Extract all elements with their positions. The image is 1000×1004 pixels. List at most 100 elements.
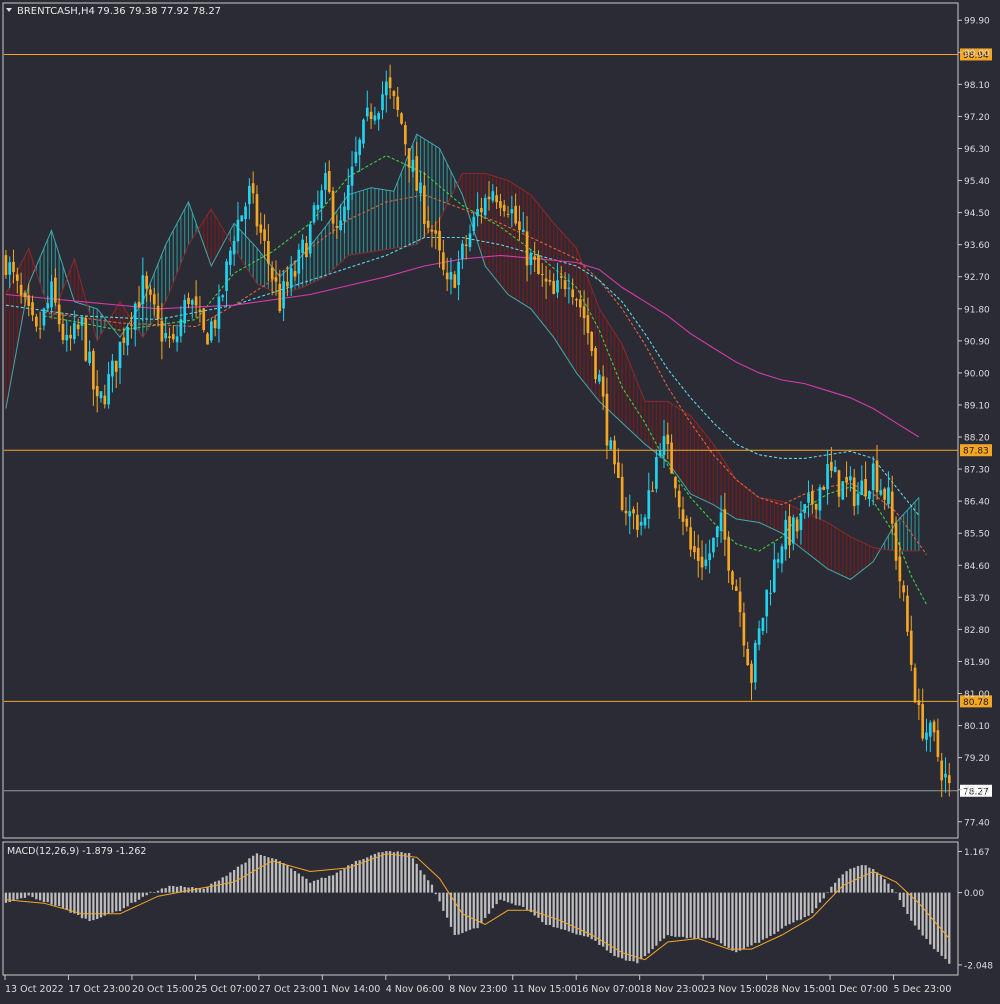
macd-histogram-bar <box>879 875 882 893</box>
candle-bear <box>293 271 297 277</box>
candle-bear <box>392 91 396 97</box>
candle-bear <box>278 283 282 312</box>
candle-bear <box>594 348 597 380</box>
dropdown-triangle-icon[interactable] <box>6 8 12 12</box>
candle-bear <box>95 385 99 397</box>
macd-histogram-bar <box>518 892 521 906</box>
candle-bull <box>472 216 476 231</box>
macd-histogram-bar <box>849 868 852 893</box>
macd-histogram-bar <box>168 885 171 893</box>
candlesticks[interactable] <box>4 64 951 798</box>
candle-bull <box>236 219 240 242</box>
candle-bear <box>514 205 517 224</box>
candle-bull <box>354 151 358 164</box>
macd-histogram-bar <box>746 892 749 947</box>
macd-histogram-bar <box>678 892 681 937</box>
macd-histogram-bar <box>605 892 609 951</box>
candle-bull <box>118 341 122 369</box>
y-tick-label: 81.90 <box>964 658 990 668</box>
candle-bull <box>190 300 194 305</box>
candle-bear <box>171 334 175 340</box>
candle-bull <box>183 299 187 324</box>
candle-bear <box>674 477 677 489</box>
candle-bear <box>495 195 498 203</box>
macd-signal-line <box>5 853 950 961</box>
y-tick-label: 99.90 <box>964 17 990 27</box>
x-tick-label: 25 Oct 07:00 <box>195 984 257 995</box>
candle-bull <box>719 512 723 532</box>
x-tick-label: 23 Nov 15:00 <box>703 984 767 995</box>
candle-bear <box>696 547 700 561</box>
macd-histogram-bar <box>77 892 80 916</box>
macd-histogram-bar <box>503 892 506 901</box>
macd-histogram-bar <box>369 855 373 893</box>
main-pane-frame <box>2 2 959 839</box>
macd-histogram-bar <box>221 877 224 893</box>
macd-histogram-bar <box>742 892 746 950</box>
macd-histogram-bar <box>35 892 38 900</box>
macd-histogram-bar <box>297 873 300 893</box>
macd-histogram-bar <box>613 892 616 957</box>
time-axis: 13 Oct 2022 17 Oct 23:00 20 Oct 15:00 25 Oc… <box>4 975 951 995</box>
y-tick-label: 90.00 <box>964 369 990 379</box>
candle-bear <box>19 284 23 296</box>
candle-bear <box>518 221 521 231</box>
macd-histogram-bar <box>472 892 475 929</box>
macd-histogram-bar <box>274 859 278 893</box>
candle-bear <box>35 316 38 327</box>
candle-bull <box>761 617 765 632</box>
macd-histogram-bar <box>328 875 331 893</box>
macd-histogram-bar <box>411 858 415 893</box>
candle-bear <box>795 519 799 532</box>
macd-histogram-bar <box>525 892 529 910</box>
chart-ohlc: 79.36 79.38 77.92 78.27 <box>97 6 221 17</box>
candle-bull <box>384 81 388 96</box>
macd-title: MACD(12,26,9) -1.879 -1.262 <box>7 846 146 857</box>
macd-histogram-bar <box>434 892 437 895</box>
macd-histogram-bar <box>716 892 719 941</box>
macd-histogram-bar <box>141 892 144 897</box>
macd-histogram-bar <box>818 892 822 903</box>
macd-histogram-bar <box>552 892 555 928</box>
macd-histogram-bar <box>567 892 571 932</box>
candle-bear <box>438 230 441 251</box>
candle-bull <box>780 546 784 564</box>
candle-bear <box>407 148 411 168</box>
candle-bear <box>700 556 704 568</box>
candle-bull <box>765 589 769 617</box>
macd-histogram-bar <box>331 875 335 893</box>
candle-bull <box>944 773 947 778</box>
candle-bull <box>826 463 829 490</box>
ma-slow-line <box>5 254 920 438</box>
macd-histogram-bar <box>8 892 11 903</box>
candle-bear <box>145 275 148 289</box>
x-tick-label: 28 Nov 15:00 <box>767 984 831 995</box>
macd-histogram-bar <box>948 892 951 964</box>
macd-histogram-bar <box>647 892 650 954</box>
macd-histogram-bar <box>811 892 814 914</box>
candle-bull <box>308 224 312 254</box>
senkou-span-b <box>5 172 919 552</box>
macd-histogram-bar <box>377 852 380 893</box>
macd-histogram-bar <box>27 892 30 896</box>
candle-bear <box>936 730 940 757</box>
macd-histogram-bar <box>708 892 711 938</box>
macd-histogram-bar <box>194 887 198 893</box>
level-label-box-1 <box>960 48 992 61</box>
macd-histogram-bar <box>495 892 498 905</box>
price-levels[interactable]: 98.94 87.83 80.78 78.27 <box>4 48 992 797</box>
candle-bear <box>693 546 696 553</box>
ma-fast-line <box>43 154 927 605</box>
candle-bear <box>586 315 590 334</box>
candle-bull <box>769 592 772 594</box>
macd-histogram-bar <box>362 859 365 893</box>
level-label-1: 98.94 <box>963 51 989 61</box>
current-price-box <box>960 784 992 797</box>
macd-histogram-bar <box>19 892 23 899</box>
x-tick-label: 20 Oct 15:00 <box>132 984 194 995</box>
candle-bear <box>685 518 689 527</box>
candle-bear <box>875 460 879 492</box>
macd-indicator: 1.167 0.00 -2.048 <box>4 848 993 971</box>
